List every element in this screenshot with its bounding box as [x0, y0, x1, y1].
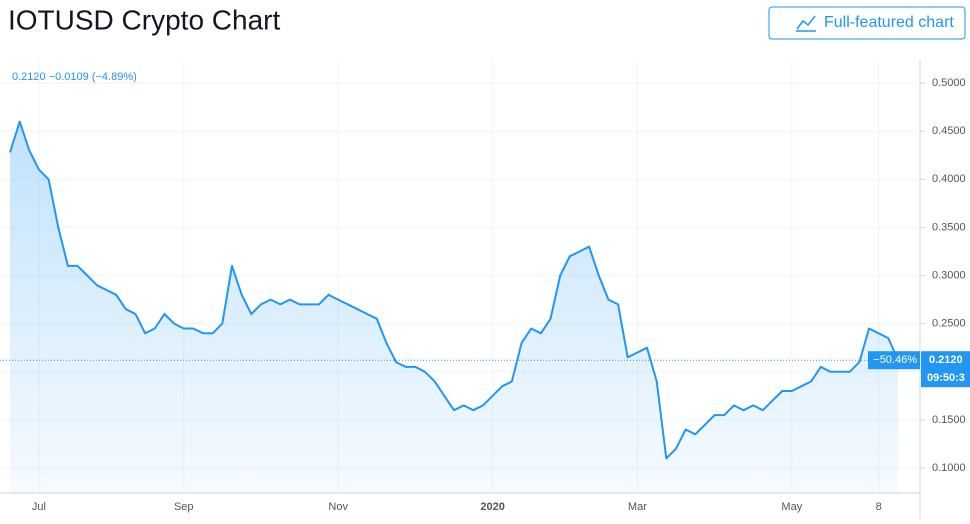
price-line [9, 120, 899, 460]
y-tick-label: 0.4000 [932, 173, 966, 185]
change-tag [868, 351, 920, 370]
y-tick-label: 0.2500 [932, 318, 966, 330]
price-tag-label: 0.2120 [929, 354, 963, 366]
time-tag-label: 09:50:3 [927, 372, 965, 384]
legend-text: 0.2120 −0.0109 (−4.89%) [12, 71, 137, 83]
x-tick-label: 8 [876, 501, 882, 513]
button-label[interactable]: Full-featured chart [824, 14, 954, 31]
y-tick-label: 0.3500 [932, 221, 966, 233]
y-tick-label: 0.3000 [932, 269, 966, 281]
x-tick-label: 2020 [480, 501, 504, 513]
page-title: IOTUSD Crypto Chart [8, 4, 280, 35]
x-tick-label: Mar [628, 501, 647, 513]
x-tick-label: Sep [174, 501, 194, 513]
x-tick-label: Jul [32, 501, 46, 513]
x-tick-label: May [781, 501, 802, 513]
x-tick-label: Nov [328, 501, 348, 513]
change-label: −50.46% [873, 354, 917, 366]
full-chart-button[interactable] [768, 6, 966, 40]
y-tick-label: 0.5000 [932, 77, 966, 89]
button-icon [796, 15, 816, 32]
area [10, 121, 898, 493]
y-tick-label: 0.4500 [932, 125, 966, 137]
price-tag [921, 351, 970, 388]
y-tick-label: 0.1500 [932, 414, 966, 426]
y-tick-label: 0.1000 [932, 462, 966, 474]
